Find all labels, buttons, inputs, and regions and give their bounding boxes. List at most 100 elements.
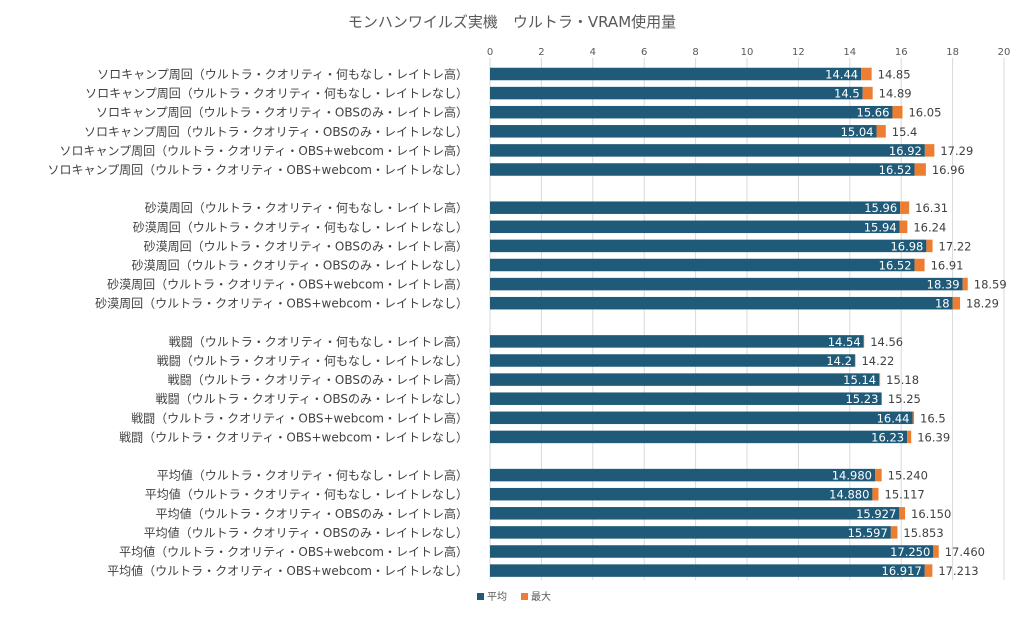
x-tick-label: 8 (692, 47, 698, 58)
data-label-avg: 15.96 (864, 201, 897, 215)
data-label-max: 17.29 (940, 144, 973, 158)
data-label-max: 16.31 (915, 201, 948, 215)
data-label-avg: 15.04 (841, 125, 874, 139)
bar-avg (490, 105, 893, 119)
data-label-max: 17.213 (938, 564, 978, 578)
bar-avg (490, 201, 901, 214)
bar-avg (490, 163, 915, 176)
data-label-avg: 14.2 (826, 354, 852, 368)
category-label: 平均値（ウルトラ・クオリティ・何もなし・レイトレ高） (157, 468, 468, 483)
bar-max (854, 354, 856, 367)
bar-avg (490, 545, 934, 558)
bar-max (881, 392, 882, 405)
bar-max (907, 430, 912, 444)
data-label-max: 15.18 (886, 373, 919, 387)
bar-avg (490, 239, 927, 253)
data-label-avg: 15.94 (864, 220, 897, 234)
category-label: ソロキャンプ周回（ウルトラ・クオリティ・何もなし・レイトレなし） (85, 87, 468, 101)
data-label-max: 16.05 (908, 106, 941, 120)
x-tick-label: 12 (792, 47, 805, 58)
data-label-max: 16.96 (932, 163, 965, 177)
bar-max (926, 239, 933, 253)
bar-avg (490, 392, 882, 405)
bar-avg (490, 507, 900, 520)
bar-max (924, 144, 935, 157)
bar-max (872, 487, 879, 501)
data-label-max: 14.89 (879, 87, 912, 101)
data-label-avg: 14.880 (829, 488, 869, 502)
bar-avg (490, 67, 862, 81)
x-tick-label: 2 (538, 47, 544, 58)
data-label-avg: 16.917 (882, 564, 922, 578)
category-label: ソロキャンプ周回（ウルトラ・クオリティ・OBS+webcom・レイトレなし） (47, 163, 468, 177)
category-label: 砂漠周回（ウルトラ・クオリティ・OBS+webcom・レイトレ高） (107, 277, 468, 292)
bar-avg (490, 430, 908, 444)
data-label-max: 16.91 (931, 259, 964, 273)
category-label: 砂漠周回（ウルトラ・クオリティ・何もなし・レイトレなし） (133, 220, 468, 234)
bar-max (912, 411, 915, 425)
bar-max (863, 335, 865, 348)
legend-label-max: 最大 (531, 590, 551, 603)
data-label-max: 16.150 (911, 507, 951, 521)
data-label-max: 15.25 (888, 392, 921, 406)
bar-max (892, 105, 903, 119)
bar-max (879, 373, 881, 386)
bar-avg (490, 373, 880, 386)
bar-avg (490, 468, 875, 482)
category-label: 平均値（ウルトラ・クオリティ・OBS+webcom・レイトレ高） (119, 544, 468, 559)
bar-max (914, 163, 926, 176)
data-label-avg: 14.44 (825, 68, 858, 82)
data-label-avg: 16.52 (879, 163, 912, 177)
data-label-max: 14.22 (861, 354, 894, 368)
chart-title: モンハンワイルズ実機 ウルトラ・VRAM使用量 (348, 13, 676, 31)
category-label: 戦闘（ウルトラ・クオリティ・何もなし・レイトレ高） (169, 334, 468, 349)
category-label: 砂漠周回（ウルトラ・クオリティ・OBS+webcom・レイトレなし） (95, 297, 468, 311)
data-label-avg: 15.14 (843, 373, 876, 387)
bar-max (874, 468, 882, 482)
data-label-avg: 16.44 (877, 411, 910, 425)
category-label: 平均値（ウルトラ・クオリティ・何もなし・レイトレなし） (145, 487, 468, 502)
x-tick-label: 16 (895, 47, 908, 58)
bar-max (962, 277, 968, 291)
data-label-avg: 15.66 (857, 106, 890, 120)
x-tick-label: 20 (998, 47, 1011, 58)
data-label-max: 15.117 (885, 488, 925, 502)
bar-avg (490, 487, 873, 501)
bar-avg (490, 335, 864, 348)
data-label-avg: 18.39 (927, 278, 960, 292)
category-label: ソロキャンプ周回（ウルトラ・クオリティ・OBSのみ・レイトレなし） (84, 125, 468, 139)
bar-avg (490, 526, 891, 539)
category-label: ソロキャンプ周回（ウルトラ・クオリティ・OBS+webcom・レイトレ高） (59, 143, 468, 158)
data-label-max: 18.29 (966, 297, 999, 311)
category-label: 平均値（ウルトラ・クオリティ・OBSのみ・レイトレなし） (144, 525, 468, 540)
data-label-max: 17.22 (939, 239, 972, 253)
data-label-avg: 14.980 (832, 469, 872, 483)
x-tick-label: 0 (487, 47, 493, 58)
bar-max (890, 526, 898, 539)
data-label-max: 14.85 (878, 68, 911, 82)
data-label-avg: 17.250 (890, 545, 930, 559)
x-axis-ticks: 0 2 4 6 8 10 12 14 16 18 20 (487, 47, 1011, 58)
bar-avg (490, 220, 900, 234)
x-tick-label: 6 (641, 47, 647, 58)
bar-avg (490, 125, 877, 138)
bar-max (899, 220, 908, 234)
data-label-max: 18.59 (974, 278, 1007, 292)
data-label-max: 16.5 (920, 411, 946, 425)
bar-avg (490, 354, 855, 367)
data-label-avg: 15.597 (848, 526, 888, 540)
category-label: 平均値（ウルトラ・クオリティ・OBS+webcom・レイトレなし） (107, 563, 468, 578)
legend-swatch-max (521, 593, 528, 600)
bar-max (861, 67, 872, 81)
data-label-max: 16.24 (913, 220, 946, 234)
category-label: 砂漠周回（ウルトラ・クオリティ・OBSのみ・レイトレなし） (132, 259, 468, 273)
category-label: 戦闘（ウルトラ・クオリティ・OBSのみ・レイトレなし） (156, 392, 468, 406)
data-label-avg: 14.54 (828, 335, 861, 349)
category-labels: ソロキャンプ周回（ウルトラ・クオリティ・何もなし・レイトレ高） ソロキャンプ周回（… (47, 67, 468, 579)
category-label: ソロキャンプ周回（ウルトラ・クオリティ・何もなし・レイトレ高） (97, 67, 468, 82)
bar-max (933, 545, 939, 558)
bar-max (899, 507, 906, 520)
bar-max (924, 564, 933, 577)
data-label-max: 17.460 (945, 545, 985, 559)
bar-avg (490, 277, 963, 291)
